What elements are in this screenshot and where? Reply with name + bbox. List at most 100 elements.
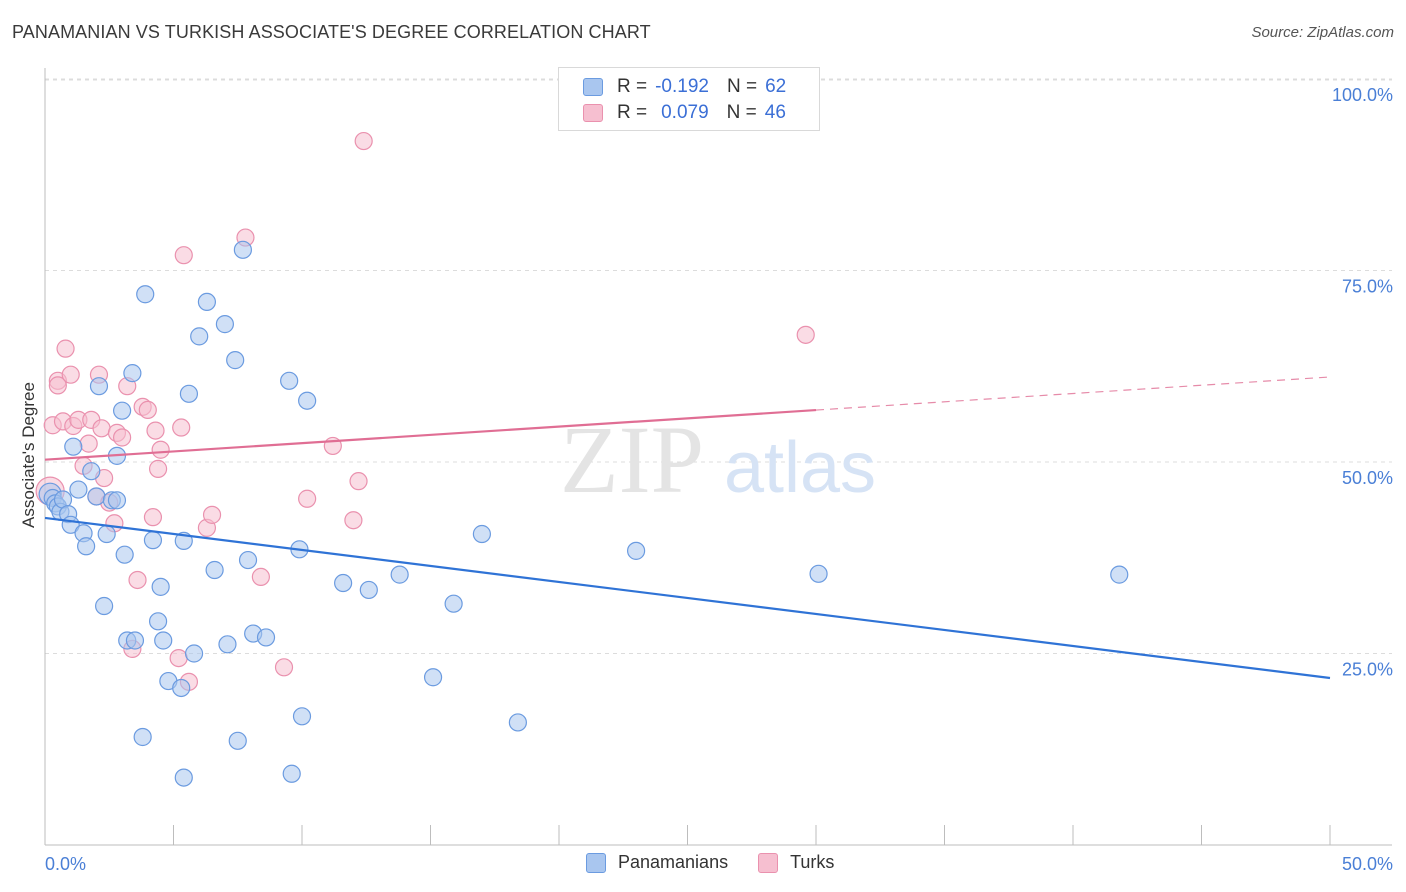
panamanians-point — [508, 713, 527, 732]
panamanians-point — [172, 678, 191, 698]
panamanians-point — [626, 541, 646, 560]
panamanians-point — [64, 437, 83, 456]
series-swatch-pink — [758, 852, 779, 873]
panamanians-point — [472, 524, 491, 544]
panamanians-point — [215, 315, 234, 334]
panamanians-point — [133, 727, 152, 747]
turks-trend-line — [44, 408, 817, 461]
turks-point — [128, 570, 147, 590]
panamanians-point — [256, 628, 276, 647]
y-tick-label: 50.0% — [1342, 468, 1393, 488]
panamanians-point — [184, 644, 204, 663]
panamanians-point — [97, 524, 116, 544]
panamanians-point — [280, 371, 299, 390]
series-legend-turks: Turks — [758, 852, 834, 873]
legend-r-value: -0.192 — [655, 76, 709, 97]
panamanians-point — [154, 631, 173, 650]
panamanians-point — [125, 631, 145, 650]
turks-point — [79, 434, 98, 453]
y-tick-label: 100.0% — [1332, 85, 1393, 105]
panamanians-trend-line — [44, 516, 1331, 680]
panamanians-points — [38, 240, 1129, 787]
legend-r-label: R = — [617, 76, 648, 97]
panamanians-point — [174, 768, 193, 787]
x-tick-label: 0.0% — [45, 854, 86, 874]
turks-point — [344, 511, 363, 530]
panamanians-point — [228, 731, 247, 750]
x-tick-label: 50.0% — [1342, 854, 1393, 874]
panamanians-point — [123, 364, 142, 383]
turks-point — [354, 131, 373, 151]
legend-n-label: N = — [726, 102, 757, 123]
panamanians-point — [809, 564, 828, 583]
panamanians-point — [292, 707, 312, 726]
panamanians-point — [89, 377, 109, 396]
series-legend-panamanians: Panamanians — [586, 852, 728, 873]
turks-point — [138, 400, 157, 420]
panamanians-point — [143, 531, 163, 550]
panamanians-point — [190, 327, 209, 346]
legend-n-value: 46 — [764, 102, 786, 123]
turks-point — [251, 567, 270, 587]
panamanians-point — [87, 487, 106, 506]
series-legend: Panamanians Turks — [586, 852, 864, 873]
panamanians-point — [390, 565, 409, 584]
turks-point — [143, 508, 163, 527]
turks-point — [146, 421, 165, 440]
legend-swatch-pink — [583, 104, 603, 122]
legend-r-value: 0.079 — [661, 102, 709, 123]
turks-trend-line-extension — [815, 376, 1331, 411]
panamanians-point — [112, 401, 132, 420]
turks-point — [48, 376, 67, 395]
turks-point — [202, 505, 222, 524]
legend-n-value: 62 — [765, 76, 787, 97]
legend-row-turks: R = 0.079 N = 46 — [583, 101, 786, 125]
panamanians-point — [238, 550, 258, 570]
turks-point — [174, 246, 193, 265]
panamanians-point — [205, 560, 224, 580]
turks-point — [151, 440, 170, 459]
panamanians-point — [1110, 565, 1129, 584]
panamanians-point — [233, 240, 252, 259]
panamanians-point — [334, 573, 353, 593]
correlation-legend: R = -0.192 N = 62 R = 0.079 N = 46 — [558, 67, 820, 131]
turks-point — [169, 648, 188, 668]
panamanians-point — [226, 351, 245, 370]
watermark-zip: ZIP — [560, 406, 704, 513]
panamanians-point — [359, 580, 378, 600]
panamanians-point — [197, 292, 217, 312]
tick-labels: 25.0% 50.0% 75.0% 100.0% 0.0% 50.0% — [45, 85, 1393, 874]
axes — [44, 68, 1392, 846]
panamanians-point — [423, 668, 443, 687]
turks-point — [56, 339, 75, 358]
panamanians-point — [444, 594, 463, 613]
panamanians-point — [282, 764, 301, 783]
turks-point — [112, 428, 132, 447]
panamanians-point — [179, 384, 199, 403]
panamanians-point — [115, 545, 134, 564]
turks-point — [61, 365, 80, 384]
turks-point — [92, 419, 111, 438]
panamanians-point — [148, 612, 168, 631]
y-tick-label: 25.0% — [1342, 660, 1393, 680]
series-legend-label: Panamanians — [618, 852, 729, 872]
turks-point — [148, 459, 168, 478]
panamanians-point — [107, 491, 127, 510]
legend-r-label: R = — [617, 102, 648, 123]
turks-point — [349, 472, 368, 491]
turks-point — [796, 325, 815, 344]
turks-point — [172, 418, 191, 437]
legend-swatch-blue — [583, 78, 603, 96]
legend-n-label: N = — [726, 76, 758, 97]
panamanians-point — [82, 462, 101, 481]
trend-lines — [44, 376, 1331, 680]
turks-point — [274, 658, 294, 677]
panamanians-point — [151, 577, 170, 596]
y-axis-title: Associate's Degree — [19, 382, 38, 528]
panamanians-point — [69, 480, 88, 499]
y-tick-label: 75.0% — [1342, 277, 1393, 297]
panamanians-point — [77, 537, 96, 556]
turks-point — [298, 489, 317, 508]
series-swatch-blue — [586, 852, 606, 873]
